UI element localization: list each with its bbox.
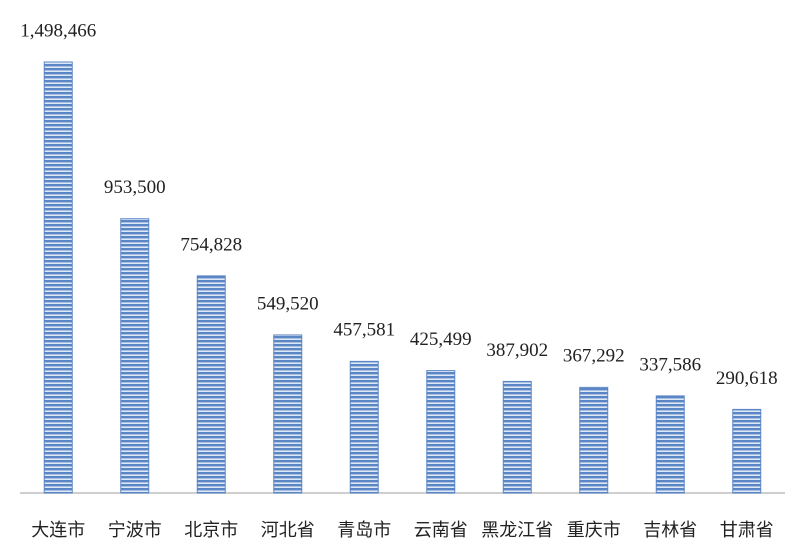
x-tick-label: 云南省: [414, 520, 468, 541]
value-label: 457,581: [333, 320, 395, 341]
value-label: 549,520: [257, 293, 319, 314]
value-label: 1,498,466: [20, 20, 96, 41]
x-tick-label: 北京市: [184, 520, 238, 541]
x-tick-label: 河北省: [261, 520, 315, 541]
value-label: 387,902: [486, 340, 548, 361]
bar: [655, 395, 685, 494]
x-tick-label: 大连市: [31, 520, 85, 541]
bar: [43, 61, 73, 494]
value-label: 367,292: [563, 346, 625, 367]
bar: [273, 334, 303, 494]
value-label: 953,500: [104, 177, 166, 198]
x-tick-label: 重庆市: [567, 520, 621, 541]
value-label: 290,618: [716, 368, 778, 389]
value-label: 425,499: [410, 329, 472, 350]
bar: [196, 275, 226, 494]
value-label: 754,828: [180, 234, 242, 255]
bar: [426, 370, 456, 494]
x-tick-label: 吉林省: [643, 520, 697, 541]
bar: [502, 380, 532, 494]
x-tick-label: 青岛市: [337, 520, 391, 541]
bar: [579, 386, 609, 494]
bar: [120, 218, 150, 494]
x-tick-label: 黑龙江省: [481, 520, 553, 541]
bar: [732, 408, 762, 494]
x-tick-label: 甘肃省: [720, 520, 774, 541]
x-tick-label: 宁波市: [108, 520, 162, 541]
value-label: 337,586: [639, 354, 701, 375]
bar: [349, 360, 379, 494]
